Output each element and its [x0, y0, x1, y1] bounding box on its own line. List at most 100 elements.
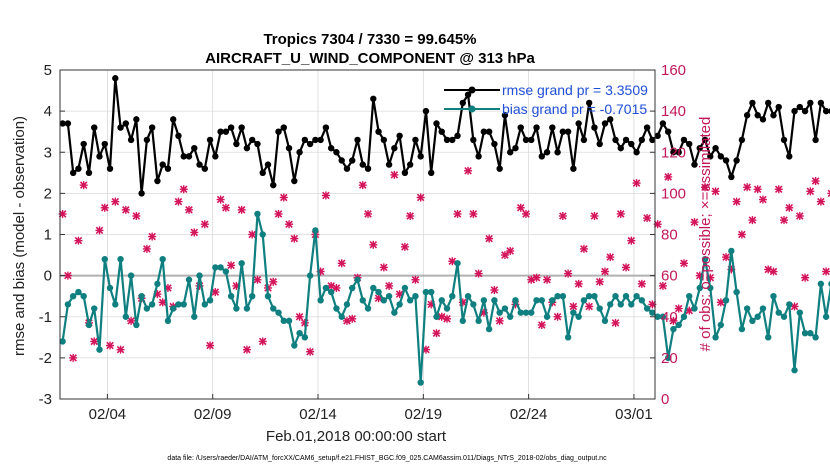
- rmse-point: [675, 149, 682, 156]
- rmse-point: [533, 124, 540, 131]
- rmse-point: [459, 99, 467, 107]
- obs-marker: [406, 211, 415, 220]
- obs-marker: [358, 181, 367, 190]
- rmse-point: [222, 128, 230, 135]
- chart-subtitle: AIRCRAFT_U_WIND_COMPONENT @ 313 hPa: [205, 50, 535, 67]
- bias-point: [775, 309, 782, 316]
- bias-point: [559, 292, 567, 300]
- obs-marker: [795, 211, 804, 220]
- bias-point: [480, 297, 488, 304]
- rmse-point: [391, 144, 398, 152]
- right-tick-label: 40: [661, 309, 678, 326]
- rmse-point: [317, 136, 324, 144]
- rmse-point: [601, 120, 609, 127]
- rmse-point: [733, 157, 740, 164]
- obs-marker: [827, 189, 830, 198]
- bias-point: [691, 305, 698, 312]
- bias-point: [749, 317, 756, 325]
- obs-marker: [558, 211, 567, 220]
- rmse-point: [191, 144, 198, 152]
- rmse-point: [364, 165, 372, 172]
- bias-point: [659, 313, 667, 320]
- data-file-note: data file: /Users/raeder/DAI/ATM_forcXX/…: [167, 455, 607, 462]
- obs-marker: [337, 259, 346, 268]
- obs-marker: [822, 267, 830, 276]
- rmse-point: [254, 140, 261, 148]
- bias-point: [343, 301, 351, 308]
- x-tick-label: 02/14: [299, 406, 337, 423]
- bias-point: [122, 313, 130, 320]
- legend-rmse-marker: [468, 86, 476, 94]
- bias-point: [675, 321, 682, 329]
- bias-point: [528, 309, 535, 316]
- rmse-point: [759, 116, 767, 123]
- rmse-point: [343, 165, 351, 172]
- rmse-point: [643, 124, 651, 131]
- left-tick-label: 4: [44, 103, 52, 120]
- bias-point: [301, 334, 309, 341]
- bias-point: [222, 268, 230, 275]
- bias-point: [654, 313, 661, 320]
- bias-point: [275, 309, 282, 316]
- bias-point: [375, 288, 382, 296]
- rmse-point: [749, 99, 756, 107]
- legend-bias: bias grand pr = -0.7015: [502, 101, 647, 117]
- bias-point: [280, 317, 287, 325]
- obs-marker: [69, 353, 78, 362]
- bias-point: [143, 305, 151, 312]
- rmse-point: [291, 177, 298, 185]
- obs-marker: [379, 263, 388, 272]
- rmse-point: [438, 128, 445, 135]
- rmse-point: [812, 136, 819, 144]
- bias-point: [80, 292, 87, 300]
- rmse-point: [243, 144, 251, 152]
- obs-marker: [132, 211, 141, 220]
- rmse-point: [559, 128, 567, 135]
- bias-point: [117, 255, 124, 263]
- bias-point: [306, 272, 314, 279]
- obs-marker: [279, 193, 288, 202]
- left-tick-label: -1: [39, 309, 52, 326]
- obs-marker: [400, 242, 409, 251]
- bias-point: [470, 301, 477, 308]
- bias-point: [733, 288, 740, 296]
- rmse-point: [217, 128, 224, 135]
- y-axis-label-left: rmse and bias (model - observation): [11, 116, 28, 356]
- obs-marker: [242, 345, 251, 354]
- bias-point: [780, 313, 788, 320]
- obs-marker: [142, 244, 151, 253]
- obs-marker: [537, 320, 546, 329]
- rmse-point: [780, 136, 788, 144]
- bias-point: [543, 313, 551, 320]
- obs-marker: [74, 236, 83, 245]
- rmse-point: [580, 136, 588, 144]
- obs-marker: [658, 281, 667, 290]
- bias-point: [180, 301, 187, 308]
- rmse-series: [59, 75, 830, 197]
- obs-marker: [221, 203, 230, 212]
- rmse-point: [770, 112, 777, 119]
- bias-point: [91, 305, 98, 312]
- rmse-point: [628, 140, 635, 148]
- obs-marker: [643, 214, 652, 223]
- bias-point: [506, 313, 514, 320]
- bias-point: [538, 297, 545, 304]
- right-axis-ticks: 0 20 40 60 80 100 120 140 160: [650, 62, 686, 408]
- bias-point: [628, 301, 635, 308]
- bias-point: [596, 305, 603, 312]
- obs-marker: [285, 220, 294, 229]
- obs-marker: [790, 302, 799, 311]
- bias-point: [680, 313, 688, 320]
- bias-point: [475, 317, 482, 325]
- obs-marker: [342, 316, 351, 325]
- rmse-point: [791, 107, 798, 115]
- obs-marker: [595, 277, 604, 286]
- rmse-point: [259, 169, 266, 177]
- rmse-point: [464, 91, 472, 98]
- rmse-point: [170, 116, 177, 123]
- rmse-point: [349, 157, 356, 164]
- x-tick-label: 02/04: [89, 406, 127, 423]
- obs-marker: [722, 253, 731, 262]
- right-tick-label: 160: [661, 62, 686, 79]
